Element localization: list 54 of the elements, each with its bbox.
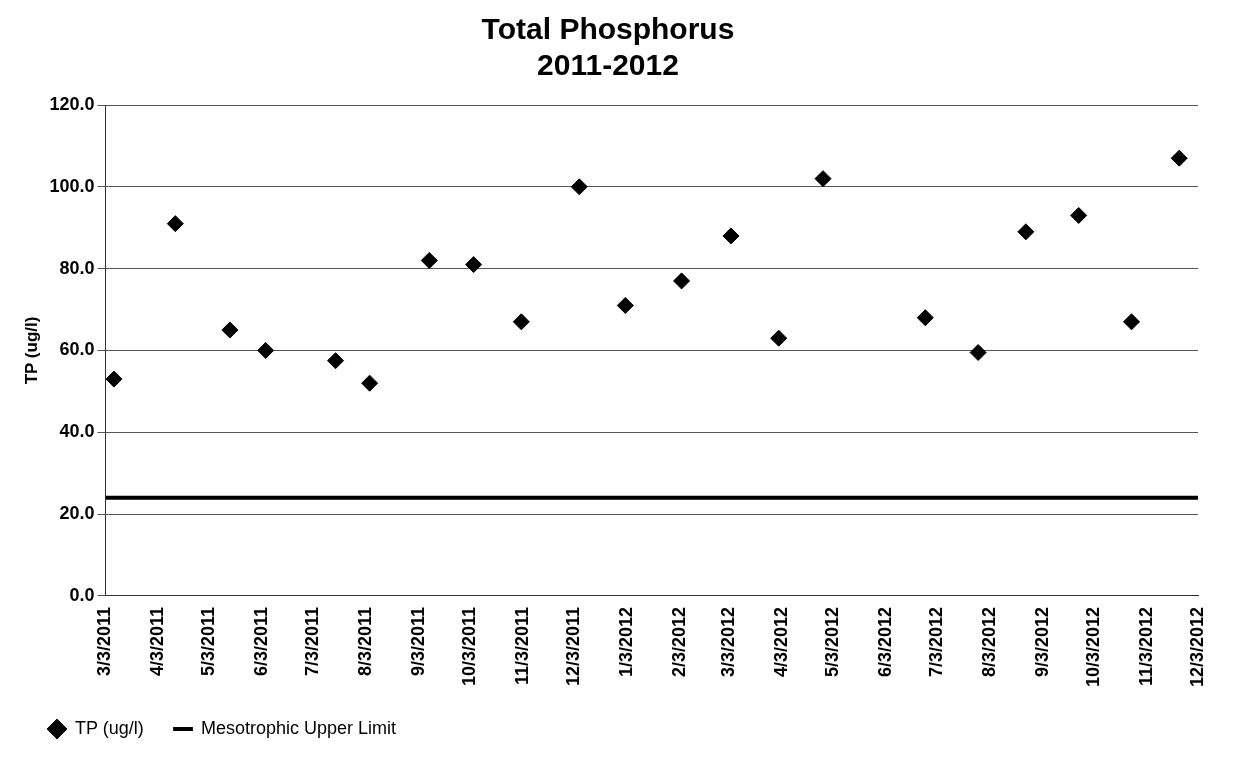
- x-tick-label: 5/3/2011: [198, 606, 219, 676]
- legend-label: TP (ug/l): [75, 717, 144, 738]
- point: [1070, 206, 1088, 224]
- legend-label: Mesotrophic Upper Limit: [201, 717, 397, 738]
- point: [221, 321, 239, 339]
- x-tick-label: 10/3/2011: [459, 606, 480, 687]
- x-tick-label: 9/3/2012: [1031, 606, 1052, 677]
- point: [673, 272, 691, 290]
- point: [327, 352, 345, 370]
- x-tick-label: 1/3/2012: [615, 606, 636, 677]
- point: [916, 309, 934, 327]
- x-tick-label: 8/3/2012: [979, 606, 1000, 677]
- y-tick-label: 40.0: [59, 421, 95, 442]
- x-tick-label: 12/3/2012: [1186, 606, 1207, 687]
- x-tick-label: 10/3/2012: [1083, 606, 1103, 687]
- y-tick-label: 120.0: [49, 93, 95, 114]
- x-tick-label: 3/3/2011: [94, 606, 115, 676]
- x-tick-label: 11/3/2012: [1135, 606, 1156, 687]
- y-axis-title: TP (ug/l): [21, 316, 41, 385]
- point: [420, 251, 438, 269]
- point: [166, 215, 184, 233]
- point: [1017, 223, 1035, 241]
- point: [1170, 149, 1188, 167]
- point: [512, 313, 530, 331]
- x-tick-label: 3/3/2012: [718, 606, 739, 677]
- x-tick-label: 7/3/2011: [302, 606, 323, 676]
- y-tick-label: 60.0: [59, 339, 95, 360]
- point: [257, 341, 275, 359]
- point: [105, 370, 123, 388]
- x-tick-label: 4/3/2012: [771, 606, 792, 677]
- x-tick-label: 6/3/2012: [875, 606, 896, 677]
- y-tick-label: 20.0: [59, 503, 95, 524]
- x-tick-label: 11/3/2011: [512, 606, 532, 686]
- x-tick-label: 5/3/2012: [822, 606, 843, 677]
- x-tick-label: 2/3/2012: [668, 606, 689, 677]
- point: [1123, 313, 1141, 331]
- x-tick-label: 4/3/2011: [147, 606, 168, 676]
- y-tick-label: 100.0: [49, 175, 95, 196]
- x-tick-label: 7/3/2012: [926, 606, 947, 677]
- x-tick-label: 12/3/2011: [563, 606, 584, 687]
- point: [770, 329, 788, 347]
- point: [570, 178, 588, 196]
- y-tick-label: 0.0: [69, 584, 95, 605]
- point: [361, 374, 379, 392]
- x-tick-label: 9/3/2011: [408, 606, 429, 676]
- chart-title: Total Phosphorus 2011-2012: [481, 12, 735, 82]
- point: [969, 344, 987, 362]
- x-tick-label: 6/3/2011: [251, 606, 272, 676]
- point: [616, 296, 634, 314]
- point: [465, 256, 483, 274]
- y-tick-label: 80.0: [59, 257, 95, 278]
- point: [814, 170, 832, 188]
- x-tick-label: 8/3/2011: [355, 606, 376, 676]
- point: [722, 227, 740, 245]
